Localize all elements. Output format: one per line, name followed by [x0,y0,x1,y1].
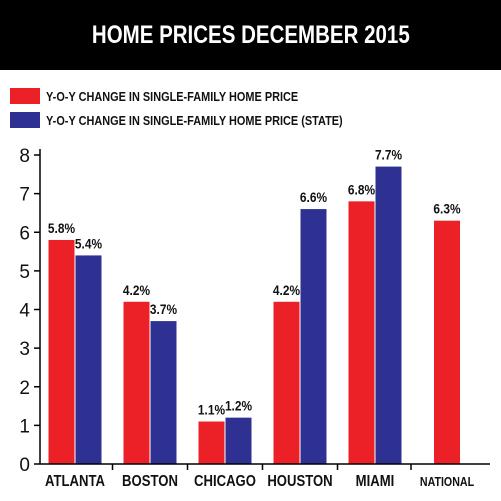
bar-miami-series-1 [348,201,375,464]
data-label: 6.3% [433,201,461,217]
y-tick-label: 5 [19,262,30,283]
title-bar: HOME PRICES DECEMBER 2015 [0,0,501,70]
bar-chicago-series-2 [225,417,252,464]
bar-atlanta-series-2 [75,255,102,464]
chart-title: HOME PRICES DECEMBER 2015 [91,20,410,49]
legend-swatch-red [10,88,40,104]
category-label-houston: HOUSTON [267,473,332,490]
legend-label-series-2: Y-O-Y CHANGE IN SINGLE-FAMILY HOME PRICE… [46,112,343,128]
bar-atlanta-series-1 [48,239,75,464]
category-label-miami: MIAMI [356,473,395,490]
data-label: 3.7% [150,301,178,317]
data-label: 6.8% [348,181,376,197]
bar-miami-series-2 [375,166,402,464]
y-tick-label: 2 [19,378,30,399]
bar-chicago-series-1 [198,421,225,464]
data-label: 5.8% [48,220,76,236]
legend-label-series-1: Y-O-Y CHANGE IN SINGLE-FAMILY HOME PRICE [46,88,299,104]
y-tick-label: 1 [19,416,30,437]
bar-national-series-1 [434,220,460,464]
bar-houston-series-1 [273,301,300,464]
y-tick-label: 7 [19,185,30,206]
legend-item-series-2: Y-O-Y CHANGE IN SINGLE-FAMILY HOME PRICE… [10,108,399,132]
legend-swatch-blue [10,112,40,128]
data-label: 4.2% [273,282,301,298]
y-tick-label: 6 [19,223,30,244]
category-label-chicago: CHICAGO [194,473,256,490]
bar-houston-series-2 [300,209,327,464]
bar-boston-series-2 [150,321,177,464]
data-label: 4.2% [123,282,151,298]
data-label: 5.4% [75,235,103,251]
category-label-boston: BOSTON [122,473,178,490]
category-label-atlanta: ATLANTA [45,473,105,490]
legend: Y-O-Y CHANGE IN SINGLE-FAMILY HOME PRICE… [10,84,399,132]
data-label: 6.6% [300,189,328,205]
data-label: 7.7% [375,147,403,163]
data-label: 1.1% [198,402,226,418]
bar-boston-series-1 [123,301,150,464]
category-label-national: NATIONAL [420,474,474,489]
data-label: 1.2% [225,398,253,414]
y-tick-label: 0 [19,455,30,476]
y-tick-label: 3 [19,339,30,360]
y-tick-label: 4 [19,301,30,322]
y-tick-label: 8 [19,146,30,167]
legend-item-series-1: Y-O-Y CHANGE IN SINGLE-FAMILY HOME PRICE [10,84,399,108]
